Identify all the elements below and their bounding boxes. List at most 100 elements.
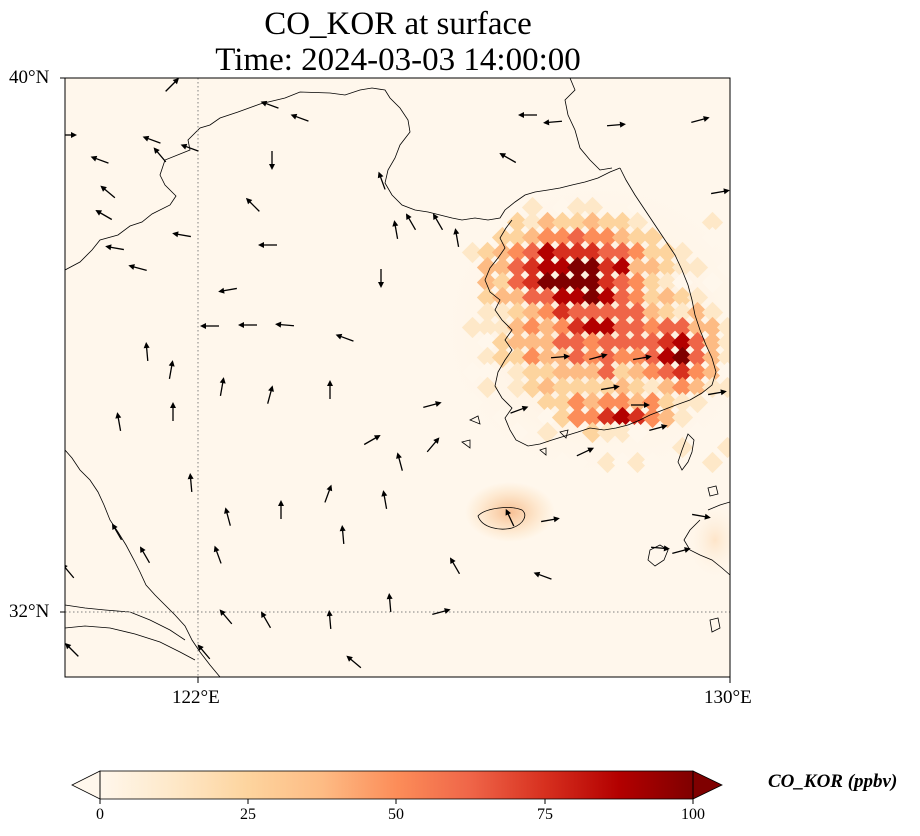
- wind-arrow: [180, 143, 199, 152]
- concentration-cell: [626, 421, 649, 444]
- wind-arrow: [142, 135, 161, 144]
- wind-arrow: [633, 354, 652, 361]
- concentration-cell: [506, 421, 529, 444]
- concentration-cell: [596, 256, 619, 279]
- concentration-cell: [701, 226, 724, 249]
- concentration-cell: [521, 346, 544, 369]
- wind-arrow: [168, 360, 175, 379]
- concentration-cell: [641, 316, 664, 339]
- concentration-cell: [701, 301, 724, 324]
- concentration-cell: [596, 391, 619, 414]
- concentration-cell: [596, 271, 619, 294]
- concentration-cell: [581, 376, 604, 399]
- coast-yangtze-2: [65, 625, 196, 661]
- concentration-cell: [581, 301, 604, 324]
- concentration-cell: [536, 346, 559, 369]
- concentration-cell: [596, 316, 619, 339]
- wind-arrow: [258, 242, 277, 248]
- concentration-cell: [551, 316, 574, 339]
- concentration-cell: [551, 271, 574, 294]
- coast-tsushima: [677, 433, 695, 471]
- concentration-cell: [506, 316, 529, 339]
- concentration-field: [430, 170, 730, 580]
- concentration-cell: [671, 376, 694, 399]
- concentration-cell: [611, 316, 634, 339]
- coast-jeju: [477, 507, 526, 530]
- wind-arrow: [187, 473, 194, 493]
- concentration-cell: [566, 211, 589, 234]
- wind-arrow: [172, 231, 191, 238]
- concentration-cell: [671, 316, 694, 339]
- wind-arrow: [200, 323, 219, 329]
- wind-arrow: [143, 342, 150, 362]
- concentration-cell: [581, 361, 604, 384]
- concentration-cell: [686, 316, 709, 339]
- concentration-cell: [521, 226, 544, 249]
- concentration-cell: [716, 226, 730, 249]
- concentration-cell: [566, 256, 589, 279]
- wind-arrow: [245, 197, 260, 212]
- concentration-cell: [671, 436, 694, 459]
- concentration-cell: [656, 286, 679, 309]
- concentration-cell: [536, 316, 559, 339]
- concentration-cell: [611, 301, 634, 324]
- concentration-cell: [611, 391, 634, 414]
- concentration-cell: [506, 211, 529, 234]
- map-title-line-1: CO_KOR at surface: [264, 6, 532, 42]
- concentration-cell: [626, 376, 649, 399]
- concentration-cell: [566, 316, 589, 339]
- concentration-cell: [596, 406, 619, 429]
- concentration-cell: [581, 286, 604, 309]
- wind-arrow: [576, 447, 595, 457]
- concentration-cell: [626, 346, 649, 369]
- concentration-cell: [581, 421, 604, 444]
- concentration-cell: [596, 226, 619, 249]
- concentration-cell: [701, 211, 724, 234]
- wind-arrow: [326, 610, 333, 630]
- concentration-cell: [581, 406, 604, 429]
- concentration-cell: [686, 301, 709, 324]
- concentration-cell: [716, 361, 730, 384]
- concentration-cell: [641, 271, 664, 294]
- concentration-cell: [701, 361, 724, 384]
- concentration-cell: [536, 226, 559, 249]
- concentration-cell: [536, 421, 559, 444]
- concentration-cell: [581, 346, 604, 369]
- wind-arrow: [589, 353, 608, 360]
- colorbar-gradient: [100, 771, 693, 799]
- concentration-cell: [656, 391, 679, 414]
- wind-arrow: [377, 171, 386, 190]
- concentration-cell: [596, 421, 619, 444]
- wind-arrow: [112, 523, 123, 541]
- concentration-cell: [656, 256, 679, 279]
- wind-arrow: [218, 287, 237, 294]
- concentration-cell: [686, 346, 709, 369]
- concentration-cell: [626, 241, 649, 264]
- concentration-cell: [611, 271, 634, 294]
- concentration-cell: [611, 451, 634, 474]
- concentration-cell: [506, 241, 529, 264]
- concentration-cell: [536, 271, 559, 294]
- gridlines: [65, 78, 730, 677]
- wind-arrow: [267, 385, 274, 404]
- concentration-cell: [581, 391, 604, 414]
- concentration-cell: [626, 391, 649, 414]
- concentration-cell: [641, 376, 664, 399]
- wind-arrow: [396, 452, 403, 471]
- wind-arrow: [65, 563, 75, 579]
- concentration-cell: [551, 256, 574, 279]
- concentration-cell: [536, 331, 559, 354]
- wind-arrow: [95, 210, 113, 221]
- concentration-cell: [566, 406, 589, 429]
- concentration-cell: [641, 451, 664, 474]
- concentration-cell: [551, 211, 574, 234]
- concentration-cell: [536, 361, 559, 384]
- concentration-cell: [641, 331, 664, 354]
- wind-arrow: [631, 402, 650, 408]
- concentration-cell: [566, 301, 589, 324]
- concentration-cell: [506, 271, 529, 294]
- wind-arrow: [224, 507, 231, 526]
- map-frame: [64, 77, 731, 678]
- wind-arrow: [499, 153, 517, 164]
